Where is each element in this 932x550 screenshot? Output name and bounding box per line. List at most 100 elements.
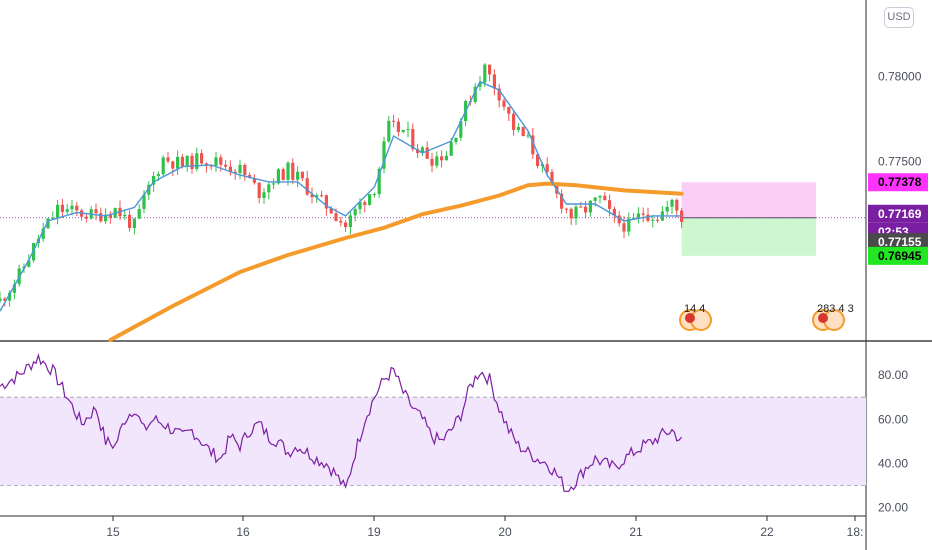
candle-body [617, 215, 621, 224]
candle-body [348, 215, 352, 228]
candle-body [622, 223, 626, 232]
rsi-line [0, 352, 683, 493]
candle-body [286, 162, 290, 180]
candle-body [382, 141, 386, 169]
candle-body [641, 213, 645, 215]
candle-body [3, 298, 7, 301]
candle-body [195, 153, 199, 169]
candle-body [473, 86, 477, 103]
flag-icon [685, 313, 695, 323]
candle-body [358, 202, 362, 210]
candle-body [12, 284, 16, 293]
time-tick-label: 18: [847, 525, 864, 539]
candle-body [497, 88, 501, 101]
candle-body [65, 209, 69, 212]
target-price-tag[interactable] [868, 246, 928, 265]
candle-body [267, 184, 271, 193]
ema-line [0, 80, 682, 312]
candle-body [593, 197, 597, 201]
candle-body [444, 155, 448, 161]
candle-body [324, 195, 328, 209]
candle-body [569, 208, 573, 219]
candle-body [536, 154, 540, 167]
currency-selector[interactable]: USD [884, 7, 914, 28]
candle-body [123, 214, 127, 217]
candle-body [291, 162, 295, 180]
candle-body [579, 206, 583, 208]
economic-event-marker[interactable]: 14 4 [679, 303, 712, 331]
candle-body [329, 208, 333, 214]
candle-body [132, 218, 136, 228]
candle-body [656, 219, 660, 221]
flag-icon [818, 313, 828, 323]
candle-body [272, 183, 276, 185]
candle-body [8, 292, 12, 301]
take-profit-zone[interactable] [681, 217, 816, 256]
candle-body [56, 204, 60, 218]
candle-body [180, 156, 184, 167]
candle-body [454, 137, 458, 143]
candle-body [161, 157, 165, 175]
candle-body [200, 153, 204, 164]
candle-body [550, 171, 554, 184]
candle-body [545, 164, 549, 172]
candle-body [363, 202, 367, 205]
candle-body [560, 193, 564, 209]
candle-body [603, 195, 607, 201]
economic-event-marker[interactable]: 283 4 3 [812, 303, 854, 331]
candle-body [512, 113, 516, 130]
candle-body [108, 214, 112, 218]
candle-body [564, 208, 568, 210]
candle-body [219, 157, 223, 165]
event-count-label: 14 4 [684, 303, 705, 315]
candle-body [248, 175, 252, 179]
time-tick-label: 22 [760, 525, 774, 539]
candle-body [0, 298, 2, 301]
candle-body [142, 194, 146, 209]
candle-body [588, 200, 592, 213]
candle-body [353, 209, 357, 216]
candle-body [574, 206, 578, 219]
entry-price-tag[interactable] [868, 233, 928, 252]
candle-body [646, 214, 650, 221]
candle-body [430, 158, 434, 166]
candle-body [70, 205, 74, 210]
candle-body [104, 214, 108, 222]
candle-body [372, 194, 376, 196]
candle-body [84, 216, 88, 219]
candle-body [670, 199, 674, 207]
time-tick-label: 16 [236, 525, 250, 539]
candle-body [320, 195, 324, 197]
candle-body [147, 184, 151, 195]
candle-body [209, 165, 213, 167]
candle-body [238, 164, 242, 174]
target-price-tag-label: 0.76945 [878, 249, 922, 263]
candle-body [190, 155, 194, 169]
candle-body [416, 149, 420, 153]
candle-body [396, 121, 400, 132]
candle-body [75, 205, 79, 211]
candle-body [483, 64, 487, 83]
candle-body [176, 156, 180, 169]
last-price-tag[interactable] [868, 204, 928, 223]
candle-body [99, 213, 103, 222]
candle-body [276, 169, 280, 184]
stop-loss-zone[interactable] [681, 182, 816, 218]
moving-average-line [108, 181, 684, 342]
candle-body [185, 155, 189, 167]
candle-body [636, 213, 640, 218]
candle-body [41, 228, 45, 239]
rsi-tick-label: 60.00 [878, 412, 908, 426]
candle-body [60, 204, 64, 212]
candle-body [425, 147, 429, 159]
candle-body [584, 206, 588, 213]
stop-price-tag[interactable] [868, 173, 928, 192]
time-tick-label: 15 [106, 525, 120, 539]
candle-body [368, 194, 372, 205]
candle-body [166, 157, 170, 162]
candle-body [521, 127, 525, 137]
candle-body [459, 121, 463, 138]
candle-body [488, 64, 492, 75]
candle-body [300, 171, 304, 179]
